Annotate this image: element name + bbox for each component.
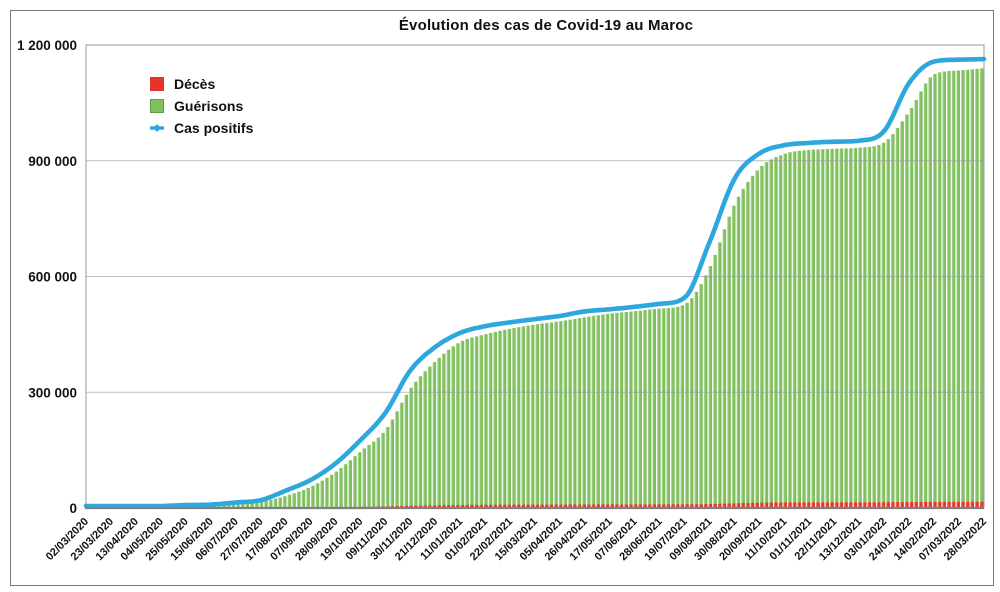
legend-label-cas-positifs: Cas positifs [174, 119, 254, 136]
svg-text:300 000: 300 000 [28, 385, 77, 400]
svg-text:600 000: 600 000 [28, 270, 77, 285]
chart-legend: Décès Guérisons Cas positifs [150, 75, 254, 136]
legend-label-guerisons: Guérisons [174, 97, 244, 114]
legend-item-guerisons: Guérisons [150, 97, 253, 114]
svg-text:0: 0 [69, 501, 77, 516]
cas-positifs-marker-icon [150, 121, 164, 135]
legend-label-deces: Décès [174, 75, 216, 92]
deces-swatch-icon [150, 76, 164, 91]
svg-text:1 200 000: 1 200 000 [17, 38, 77, 53]
svg-text:900 000: 900 000 [28, 154, 77, 169]
chart-title: Évolution des cas de Covid-19 au Maroc [398, 17, 694, 34]
legend-item-cas-positifs: Cas positifs [150, 119, 254, 136]
guerisons-swatch-icon [150, 98, 164, 113]
legend-item-deces: Décès [150, 75, 253, 92]
chart-frame: Évolution des cas de Covid-19 au Maroc [10, 10, 994, 586]
